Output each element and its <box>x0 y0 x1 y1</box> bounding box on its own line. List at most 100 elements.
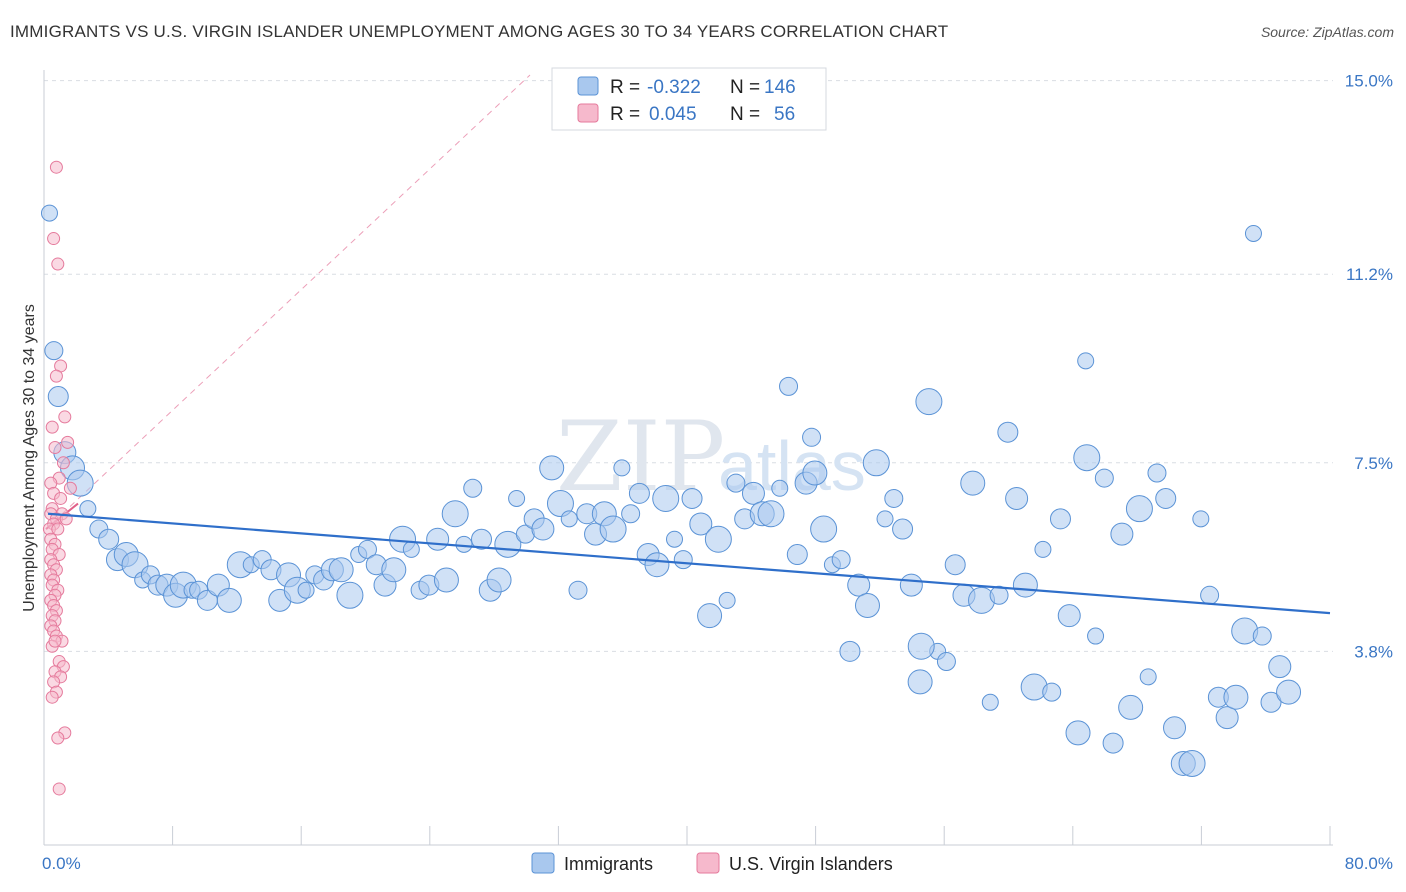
immigrants-point <box>862 449 890 477</box>
immigrants-point <box>1049 508 1071 530</box>
watermark: ZIP atlas <box>556 401 866 513</box>
virgin-islanders-point <box>61 435 75 449</box>
y-tick-label: 11.2% <box>1346 265 1393 284</box>
virgin-islanders-point <box>51 257 65 271</box>
virgin-islanders-point <box>58 410 72 424</box>
immigrants-point <box>1087 627 1105 645</box>
immigrants-point <box>854 592 880 618</box>
chart-title: IMMIGRANTS VS U.S. VIRGIN ISLANDER UNEMP… <box>10 22 949 41</box>
immigrants-point <box>884 488 904 508</box>
immigrants-point <box>810 515 838 543</box>
immigrants-point <box>644 552 670 578</box>
legend-swatch-immigrants <box>577 76 599 96</box>
virgin-islanders-point <box>47 232 61 246</box>
immigrants-point <box>531 517 555 541</box>
immigrants-point <box>441 500 469 528</box>
immigrants-point <box>1200 585 1220 605</box>
immigrants-point <box>433 567 459 593</box>
x-tick-label-max: 80.0% <box>1345 854 1393 873</box>
immigrants-point <box>1147 463 1167 483</box>
immigrants-point <box>1012 572 1038 598</box>
immigrants-point <box>944 554 966 576</box>
immigrants-point <box>1125 495 1153 523</box>
immigrants-point <box>79 500 97 518</box>
immigrants-point <box>1215 706 1239 730</box>
immigrants-point <box>426 527 450 551</box>
immigrants-point <box>471 528 493 550</box>
legend-swatch-virgin-islanders <box>577 103 599 123</box>
immigrants-point <box>508 489 526 507</box>
immigrants-point <box>560 510 578 528</box>
immigrants-point <box>1042 682 1062 702</box>
virgin-islanders-point <box>49 160 63 174</box>
immigrants-point <box>892 518 914 540</box>
bottom-legend-swatch-immigrants <box>531 852 555 874</box>
immigrants-point <box>1163 716 1187 740</box>
immigrants-point <box>455 535 473 553</box>
immigrants-point <box>1094 468 1114 488</box>
bottom-legend-immigrants: Immigrants <box>564 854 653 874</box>
immigrants-point <box>297 581 315 599</box>
virgin-islanders-point <box>63 481 77 495</box>
immigrants-point <box>876 510 894 528</box>
virgin-islanders-point <box>51 731 65 745</box>
immigrants-point <box>907 669 933 695</box>
y-tick-label: 15.0% <box>1345 72 1393 91</box>
legend-n-label-2: N = <box>730 104 760 125</box>
immigrants-point <box>1102 732 1124 754</box>
immigrants-point <box>681 487 703 509</box>
immigrants-point <box>1155 487 1177 509</box>
immigrants-point <box>336 581 364 609</box>
x-tick-label-min: 0.0% <box>42 854 81 873</box>
immigrants-point <box>997 421 1019 443</box>
immigrants-point <box>786 544 808 566</box>
immigrants-point <box>1077 352 1095 370</box>
immigrants-point <box>989 585 1009 605</box>
immigrants-point <box>673 550 693 570</box>
bottom-legend-virgin-islanders: U.S. Virgin Islanders <box>729 854 893 874</box>
data-points <box>40 160 1302 796</box>
virgin-islanders-point <box>48 634 62 648</box>
immigrants-point <box>757 500 785 528</box>
immigrants-point <box>718 591 736 609</box>
axes <box>43 70 1333 846</box>
immigrants-point <box>1005 486 1029 510</box>
y-axis-label: Unemployment Among Ages 30 to 34 years <box>21 304 38 612</box>
virgin-islanders-point <box>45 690 59 704</box>
immigrants-point <box>1260 691 1282 713</box>
immigrants-point <box>599 515 627 543</box>
legend-n-label-1: N = <box>730 77 760 98</box>
immigrants-point <box>1110 522 1134 546</box>
immigrants-point <box>621 504 641 524</box>
immigrants-point <box>907 632 935 660</box>
immigrants-point <box>1065 720 1091 746</box>
immigrants-point <box>546 490 574 518</box>
immigrants-point <box>568 580 588 600</box>
immigrants-point <box>899 573 923 597</box>
legend-r-label-1: R = <box>610 77 640 98</box>
immigrants-point <box>40 204 58 222</box>
immigrants-point <box>357 539 377 559</box>
immigrants-point <box>666 530 683 548</box>
immigrants-point <box>98 528 120 550</box>
immigrants-point <box>1244 224 1262 242</box>
immigrants-point <box>726 473 746 493</box>
immigrants-trend-line <box>47 512 1331 615</box>
y-tick-labels: 3.8% 7.5% 11.2% 15.0% <box>1345 72 1393 662</box>
immigrants-point <box>1057 604 1081 628</box>
virgin-islanders-point <box>52 782 66 796</box>
immigrants-point <box>960 470 986 496</box>
virgin-islanders-point <box>49 369 63 383</box>
immigrants-point <box>1118 694 1144 720</box>
immigrants-point <box>689 512 713 536</box>
top-legend: R = -0.322 N = 146 R = 0.045 N = 56 <box>551 67 827 131</box>
virgin-islanders-point <box>45 420 59 434</box>
immigrants-point <box>216 587 242 613</box>
immigrants-point <box>47 386 69 408</box>
immigrants-point <box>1073 444 1101 472</box>
legend-n-value-1: 146 <box>764 77 796 98</box>
virgin-islanders-point <box>54 491 68 505</box>
immigrants-point <box>486 567 512 593</box>
legend-r-value-2: 0.045 <box>649 104 697 125</box>
x-ticks <box>43 826 1331 845</box>
